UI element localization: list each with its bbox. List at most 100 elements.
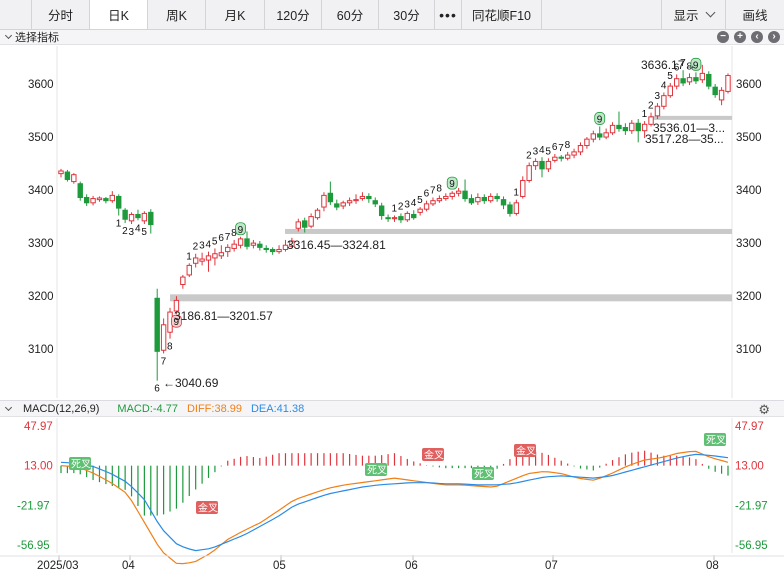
- display-dropdown[interactable]: 显示: [662, 0, 726, 29]
- candle-down: [500, 199, 507, 206]
- tab-daily-k[interactable]: 日K: [90, 0, 148, 29]
- candle-up: [225, 246, 231, 253]
- td-count: 1: [186, 251, 192, 262]
- candle-up: [295, 221, 301, 229]
- candle-up: [212, 253, 218, 259]
- tab-monthly-k[interactable]: 月K: [206, 0, 265, 29]
- td-nine-badge: [690, 57, 702, 71]
- candle-down: [706, 73, 712, 87]
- candle-down: [244, 238, 250, 247]
- price-tick-left: 3600: [28, 79, 54, 91]
- candle-down: [103, 198, 109, 202]
- more-periods-button[interactable]: •••: [435, 0, 462, 29]
- td-nine-badge: [446, 176, 458, 190]
- candle-down: [398, 216, 404, 221]
- golden-cross-label: 金叉: [516, 445, 536, 458]
- td-count: 7: [225, 232, 231, 243]
- dead-cross-label: 死叉: [474, 469, 494, 481]
- candle-up: [590, 133, 597, 140]
- select-indicator-button[interactable]: 选择指标: [0, 29, 59, 45]
- tab-120min[interactable]: 120分: [265, 0, 322, 29]
- f10-button[interactable]: 同花顺F10: [462, 0, 542, 29]
- td-nine-badge: [171, 314, 182, 328]
- candle-up: [192, 257, 199, 264]
- td-count: 4: [661, 80, 667, 91]
- macd-header: MACD(12,26,9) MACD:-4.77 DIFF:38.99 DEA:…: [0, 400, 784, 417]
- dea-value: DEA:41.38: [250, 402, 305, 415]
- x-axis-label: 04: [122, 560, 135, 571]
- candle-up: [109, 194, 116, 202]
- candle-up: [173, 299, 180, 312]
- tab-intraday[interactable]: 分时: [32, 0, 90, 29]
- candle-up: [552, 156, 558, 161]
- zoom-out-icon[interactable]: −: [717, 31, 729, 43]
- candle-up: [443, 195, 449, 200]
- price-tick-right: 3400: [736, 185, 762, 197]
- chart-controls: − + ‹ ›: [717, 31, 780, 43]
- resistance-zone: [650, 115, 732, 120]
- macd-indicator-select[interactable]: MACD(12,26,9): [0, 403, 108, 415]
- td-count: 2: [122, 226, 128, 237]
- td-count: 9: [449, 179, 455, 190]
- candle-down: [462, 190, 468, 200]
- tab-weekly-k[interactable]: 周K: [148, 0, 206, 29]
- tab-30min[interactable]: 30分: [379, 0, 435, 29]
- td-count: 5: [141, 227, 147, 238]
- dead-cross-badge: [472, 467, 494, 480]
- td-count: 2: [398, 201, 404, 212]
- td-count: 5: [667, 71, 673, 82]
- td-count: 7: [430, 186, 436, 197]
- macd-value: MACD:-4.77: [117, 402, 178, 415]
- x-axis-label: 06: [405, 560, 418, 571]
- zone-label-3: 3536.01—3...: [653, 121, 725, 135]
- move-right-icon[interactable]: ›: [768, 31, 780, 43]
- td-count: 9: [693, 60, 699, 71]
- golden-cross-label: 金叉: [424, 449, 444, 462]
- candle-up: [488, 195, 494, 202]
- candle-down: [635, 122, 641, 132]
- candle-up: [90, 198, 96, 204]
- td-count: 8: [436, 183, 442, 194]
- candle-up: [571, 151, 577, 156]
- candle-up: [673, 78, 680, 87]
- td-count: 6: [218, 233, 224, 244]
- candle-up: [276, 248, 282, 253]
- candle-down: [122, 209, 128, 220]
- candle-up: [417, 208, 423, 213]
- candle-down: [539, 160, 545, 170]
- candle-up: [289, 240, 295, 247]
- candle-up: [686, 77, 693, 83]
- candle-down: [135, 213, 141, 219]
- low-price-label: ←3040.69: [163, 376, 219, 390]
- td-count: 6: [674, 62, 680, 73]
- td-nine-badge: [594, 112, 606, 125]
- candle-down: [83, 197, 90, 204]
- td-count: 6: [552, 142, 558, 153]
- zone-label-1: 3316.45—3324.81: [287, 238, 386, 252]
- tab-60min[interactable]: 60分: [322, 0, 379, 29]
- candle-down: [148, 211, 154, 226]
- candle-up: [520, 180, 526, 197]
- td-count: 3: [199, 241, 205, 252]
- diff-value: DIFF:38.99: [186, 402, 242, 415]
- price-tick-left: 3200: [28, 291, 54, 303]
- candle-up: [404, 212, 411, 221]
- td-count: 3: [533, 146, 539, 157]
- candle-up: [654, 105, 661, 117]
- candle-down: [116, 195, 122, 209]
- zoom-in-icon[interactable]: +: [734, 31, 746, 43]
- td-count: 1: [116, 219, 122, 230]
- candle-up: [513, 202, 520, 214]
- draw-line-button[interactable]: 画线: [726, 0, 784, 29]
- chevron-down-icon: [4, 403, 13, 411]
- period-toolbar: 分时 日K 周K 月K 120分 60分 30分 ••• 同花顺F10 显示 画…: [0, 0, 784, 30]
- select-indicator-label: 选择指标: [15, 32, 59, 44]
- candle-up: [430, 200, 436, 205]
- td-count: 8: [687, 61, 693, 72]
- td-count: 8: [565, 140, 571, 151]
- macd-settings-gear-icon[interactable]: ⚙: [758, 402, 770, 417]
- move-left-icon[interactable]: ‹: [751, 31, 763, 43]
- candle-up: [346, 200, 353, 204]
- td-count: 7: [161, 356, 167, 367]
